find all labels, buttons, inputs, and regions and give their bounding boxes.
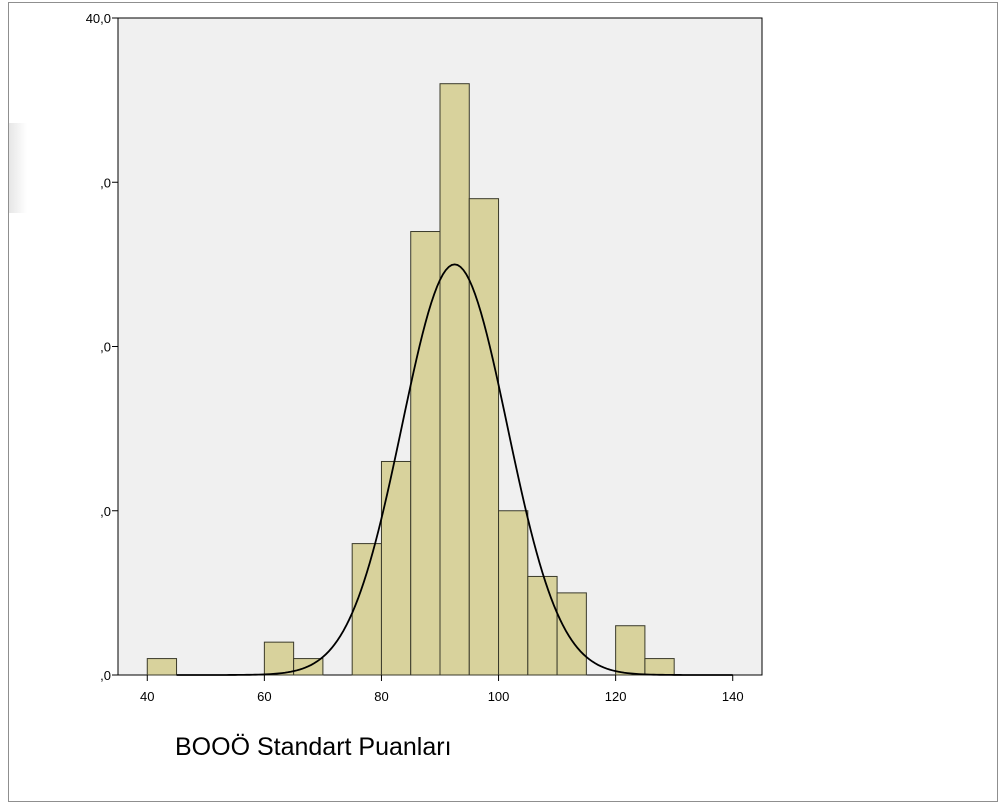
axes-layer: 40 60 80 100 120 140 ,0 ,0 ,0 ,0 40,0: [86, 11, 744, 704]
y-tick-label-40: 40,0: [86, 11, 111, 26]
x-tick-label-140: 140: [722, 689, 744, 704]
frame-edge-shadow: [9, 123, 27, 213]
x-tick-label-80: 80: [374, 689, 388, 704]
histogram-bar-105-110: [527, 575, 558, 676]
histogram-bar-110-115: [556, 592, 587, 676]
bars-layer: [146, 83, 675, 676]
histogram-bar-100-105: [498, 510, 529, 676]
histogram-bar-90-95: [439, 83, 470, 676]
x-axis-title: BOOÖ Standart Puanları: [175, 733, 452, 761]
histogram-bar-95-100: [468, 198, 500, 676]
histogram-bar-60-65: [263, 641, 295, 676]
histogram-bar-75-80: [351, 543, 382, 676]
histogram-bar-80-85: [380, 460, 412, 676]
histogram-bar-40-45: [146, 658, 178, 676]
x-tick-label-60: 60: [257, 689, 271, 704]
y-tick-label-20: ,0: [100, 340, 111, 355]
x-tick-label-120: 120: [605, 689, 627, 704]
normal-curve: [176, 263, 733, 676]
histogram-bar-85-90: [410, 231, 441, 676]
y-tick-label-0: ,0: [100, 668, 111, 683]
y-tick-label-10: ,0: [100, 504, 111, 519]
x-tick-label-100: 100: [488, 689, 510, 704]
y-tick-label-30: ,0: [100, 175, 111, 190]
x-tick-label-40: 40: [140, 689, 154, 704]
histogram-bar-125-130: [644, 658, 675, 676]
histogram-bar-120-125: [615, 625, 646, 676]
